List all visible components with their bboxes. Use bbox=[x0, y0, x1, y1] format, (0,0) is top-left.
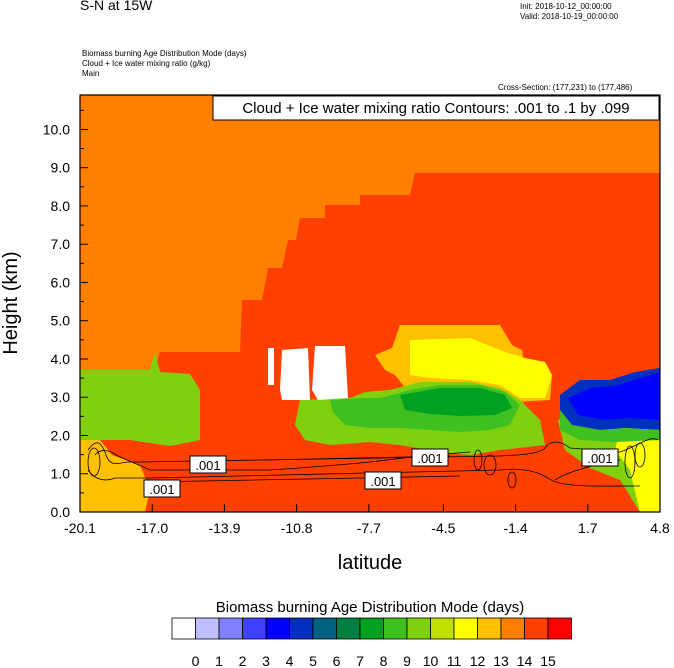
x-tick-label: 1.7 bbox=[578, 520, 598, 536]
colorbar-swatch bbox=[500, 617, 525, 640]
y-tick-label: 5.0 bbox=[51, 313, 71, 329]
contour-label: .001 bbox=[195, 458, 220, 473]
x-tick-label: -4.5 bbox=[431, 520, 455, 536]
region-surface-south bbox=[80, 440, 150, 512]
colorbar-label: 14 bbox=[517, 653, 533, 668]
colorbar-label: 3 bbox=[262, 653, 270, 668]
colorbar: 0 1 2 3 4 5 6 7 8 9 10 11 12 13 14 15 bbox=[171, 617, 572, 668]
colorbar-swatch bbox=[477, 617, 502, 640]
y-tick-label: 8.0 bbox=[51, 198, 71, 214]
y-tick-label: 0.0 bbox=[51, 504, 71, 520]
colorbar-swatch bbox=[336, 617, 361, 640]
colorbar-swatch bbox=[218, 617, 243, 640]
y-tick-label: 4.0 bbox=[51, 351, 71, 367]
contour-label: .001 bbox=[149, 482, 174, 497]
colorbar-swatch bbox=[312, 617, 337, 640]
colorbar-label: 15 bbox=[540, 653, 556, 668]
region-green-dark bbox=[400, 388, 512, 416]
y-tick-label: 7.0 bbox=[51, 236, 71, 252]
colorbar-label: 6 bbox=[333, 653, 341, 668]
x-tick-label: 4.8 bbox=[650, 520, 670, 536]
region-blue-core bbox=[568, 372, 660, 420]
y-tick-label: 1.0 bbox=[51, 466, 71, 482]
x-tick-label: -20.1 bbox=[64, 520, 96, 536]
colorbar-label: 1 bbox=[215, 653, 223, 668]
init-time: Init: 2018-10-12_00:00:00 bbox=[520, 2, 612, 11]
contour-info-text: Cloud + Ice water mixing ratio Contours:… bbox=[242, 100, 629, 117]
x-axis-label: latitude bbox=[338, 552, 403, 574]
colorbar-swatch bbox=[406, 617, 431, 640]
colorbar-swatch bbox=[359, 617, 384, 640]
colorbar-label: 5 bbox=[309, 653, 317, 668]
valid-time: Valid: 2018-10-19_00:00:00 bbox=[520, 12, 619, 21]
colorbar-label: 12 bbox=[470, 653, 486, 668]
colorbar-swatch bbox=[171, 617, 196, 640]
contour-labels: .001 .001 .001 .001 .001 bbox=[143, 448, 619, 498]
region-missing-2 bbox=[280, 348, 310, 400]
y-axis-label: Height (km) bbox=[0, 251, 22, 354]
x-tick-label: -1.4 bbox=[504, 520, 528, 536]
cross-section-label: Cross-Section: (177,231) to (177,486) bbox=[498, 83, 633, 92]
field-line-3: Main bbox=[82, 69, 100, 78]
colorbar-label: 11 bbox=[447, 653, 462, 668]
x-tick-label: -10.8 bbox=[281, 520, 313, 536]
x-tick-label: -17.0 bbox=[136, 520, 168, 536]
page-title: S-N at 15W bbox=[80, 0, 153, 13]
field-description: Biomass burning Age Distribution Mode (d… bbox=[82, 49, 247, 79]
colorbar-label: 8 bbox=[380, 653, 388, 668]
y-axis: 0.0 1.0 2.0 3.0 4.0 5.0 6.0 7.0 8.0 9.0 10.0 bbox=[43, 109, 88, 520]
contour-info-box bbox=[212, 95, 660, 121]
field-line-2: Cloud + Ice water mixing ratio (g/kg) bbox=[82, 59, 211, 68]
colorbar-swatch bbox=[524, 617, 549, 640]
colorbar-swatch bbox=[430, 617, 455, 640]
y-tick-label: 9.0 bbox=[51, 160, 71, 176]
colorbar-swatch bbox=[383, 617, 408, 640]
x-tick-label: -13.9 bbox=[208, 520, 240, 536]
x-tick-label: -7.7 bbox=[357, 520, 381, 536]
contour-label: .001 bbox=[417, 451, 442, 466]
contour-lines bbox=[87, 438, 659, 489]
colorbar-swatch bbox=[453, 617, 478, 640]
colorbar-label: 2 bbox=[239, 653, 247, 668]
time-info: Init: 2018-10-12_00:00:00 Valid: 2018-10… bbox=[520, 2, 618, 22]
region-north-yellow bbox=[615, 425, 660, 512]
colorbar-title: Biomass burning Age Distribution Mode (d… bbox=[216, 599, 524, 616]
colorbar-swatch bbox=[242, 617, 267, 640]
colorbar-label: 7 bbox=[356, 653, 364, 668]
region-north-green-border bbox=[560, 410, 660, 442]
contour-label: .001 bbox=[370, 474, 395, 489]
colorbar-swatch bbox=[547, 617, 572, 640]
contour-label: .001 bbox=[587, 451, 612, 466]
colorbar-label: 4 bbox=[286, 653, 294, 668]
x-axis: -20.1 -17.0 -13.9 -10.8 -7.7 -4.5 -1.4 1.7 4.8 bbox=[64, 504, 670, 536]
y-tick-label: 10.0 bbox=[43, 121, 70, 137]
colorbar-label: 9 bbox=[403, 653, 411, 668]
colorbar-label: 10 bbox=[423, 653, 439, 668]
colorbar-label: 0 bbox=[192, 653, 200, 668]
region-missing-3 bbox=[312, 346, 348, 400]
colorbar-swatch bbox=[195, 617, 220, 640]
plot-frame bbox=[79, 94, 661, 513]
y-tick-label: 6.0 bbox=[51, 274, 71, 290]
field-line-1: Biomass burning Age Distribution Mode (d… bbox=[82, 49, 247, 58]
region-missing-1 bbox=[268, 348, 274, 385]
colorbar-swatch bbox=[289, 617, 314, 640]
region-yellow-band bbox=[410, 338, 552, 398]
colorbar-swatch bbox=[265, 617, 290, 640]
y-tick-label: 2.0 bbox=[51, 427, 71, 443]
colorbar-label: 13 bbox=[493, 653, 509, 668]
y-tick-label: 3.0 bbox=[51, 389, 71, 405]
region-green-south bbox=[80, 352, 200, 446]
heatmap-field bbox=[80, 95, 660, 512]
